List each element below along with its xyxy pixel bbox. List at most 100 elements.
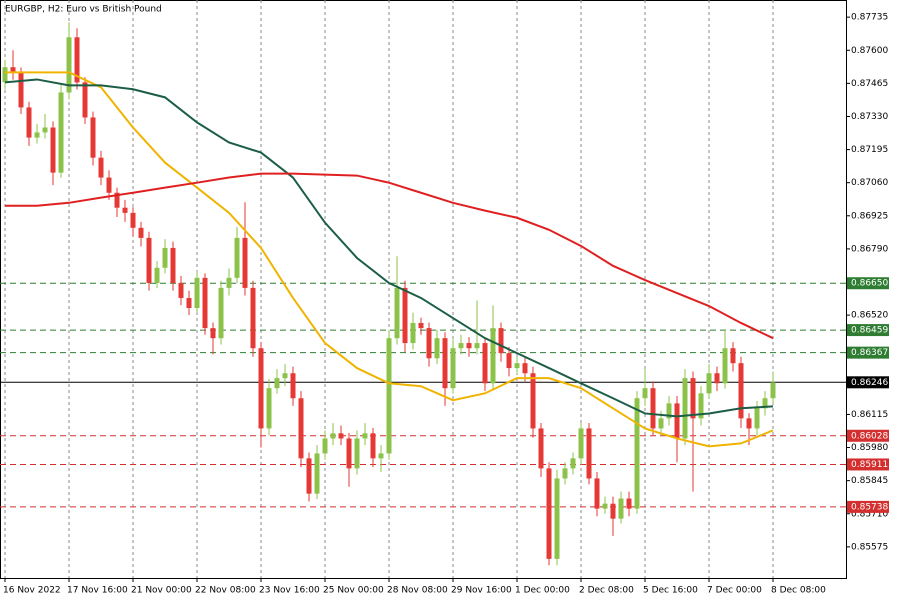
candle-body <box>642 388 648 399</box>
candle-body <box>562 468 568 479</box>
candle-body <box>138 227 144 238</box>
candle-body <box>410 322 416 344</box>
candle-body <box>402 287 408 344</box>
y-tick-label: 0.87060 <box>851 178 888 188</box>
y-tick-label: 0.87195 <box>851 145 888 155</box>
x-tick-label: 28 Nov 08:00 <box>387 586 448 596</box>
x-tick-label: 8 Dec 08:00 <box>771 586 826 596</box>
candle-body <box>314 453 320 494</box>
x-tick-label: 1 Dec 00:00 <box>515 586 570 596</box>
candle-body <box>322 438 328 454</box>
level-label: 0.86028 <box>851 431 888 441</box>
candle-body <box>242 237 248 288</box>
candle-body <box>434 338 440 359</box>
x-tick-label: 21 Nov 00:00 <box>131 586 192 596</box>
candle-body <box>370 433 376 459</box>
candle-body <box>178 282 184 298</box>
candle-body <box>706 373 712 394</box>
level-label: 0.86650 <box>851 279 888 289</box>
candle-body <box>682 378 688 439</box>
candle-body <box>258 348 264 429</box>
y-tick-label: 0.86790 <box>851 244 888 254</box>
candle-body <box>506 353 512 369</box>
candle-body <box>458 343 464 349</box>
candle-body <box>442 338 448 389</box>
candle-body <box>650 388 656 429</box>
x-tick-label: 2 Dec 08:00 <box>579 586 634 596</box>
x-tick-label: 29 Nov 16:00 <box>451 586 512 596</box>
candle-body <box>554 478 560 559</box>
level-label: 0.85911 <box>851 460 888 470</box>
x-tick-label: 7 Dec 00:00 <box>707 586 762 596</box>
candle-body <box>26 107 32 138</box>
candle-body <box>66 37 72 93</box>
moving-average <box>5 71 774 448</box>
candle-body <box>450 348 456 389</box>
candle-body <box>98 157 104 178</box>
candle-body <box>42 127 48 133</box>
candle-body <box>194 277 200 309</box>
chart-title: EURGBP, H2: Euro vs British Pound <box>5 5 162 15</box>
candle-body <box>122 207 128 213</box>
candle-body <box>234 237 240 278</box>
candle-body <box>274 378 280 389</box>
candle-body <box>386 338 392 454</box>
candle-body <box>634 398 640 509</box>
candle-body <box>618 498 624 519</box>
candle-body <box>578 428 584 459</box>
level-label: 0.85738 <box>851 502 888 512</box>
candle-body <box>546 468 552 559</box>
candle-body <box>466 343 472 349</box>
candle-body <box>426 328 432 359</box>
candle-body <box>338 433 344 439</box>
candle-body <box>162 247 168 268</box>
candle-body <box>594 478 600 509</box>
candle-body <box>538 428 544 469</box>
candle-body <box>746 418 752 429</box>
candle-body <box>474 343 480 349</box>
x-tick-label: 22 Nov 08:00 <box>195 586 256 596</box>
candle-body <box>770 382 776 399</box>
candle-body <box>690 378 696 419</box>
candle-body <box>378 453 384 459</box>
x-tick-label: 5 Dec 16:00 <box>643 586 698 596</box>
candle-body <box>530 373 536 429</box>
candle-body <box>714 373 720 384</box>
candle-body <box>250 287 256 349</box>
y-tick-label: 0.85710 <box>851 509 888 519</box>
candle-body <box>18 72 24 108</box>
y-tick-label: 0.87465 <box>851 79 888 89</box>
candle-body <box>10 67 16 73</box>
candle-body <box>626 498 632 509</box>
y-tick-label: 0.85980 <box>851 443 888 453</box>
candle-body <box>290 373 296 399</box>
candle-body <box>602 503 608 509</box>
x-tick-label: 17 Nov 16:00 <box>67 586 128 596</box>
level-label-bg <box>847 458 889 471</box>
y-tick-label: 0.87600 <box>851 46 888 56</box>
candle-body <box>346 438 352 469</box>
moving-average <box>4 78 774 418</box>
candle-body <box>50 127 56 173</box>
candle-body <box>658 418 664 429</box>
moving-average <box>5 172 774 340</box>
candle-body <box>130 212 136 228</box>
candle-body <box>570 458 576 469</box>
x-tick-label: 25 Nov 00:00 <box>323 586 384 596</box>
candle-body <box>730 348 736 364</box>
level-label-bg <box>847 500 889 513</box>
y-tick-label: 0.85845 <box>851 476 888 486</box>
candle-body <box>738 363 744 419</box>
candle-body <box>394 287 400 339</box>
candle-body <box>74 37 80 83</box>
candle-body <box>210 328 216 339</box>
candle-body <box>306 458 312 494</box>
candle-body <box>186 297 192 309</box>
y-tick-label: 0.87330 <box>851 112 888 122</box>
level-label-bg <box>847 277 889 290</box>
candle-body <box>490 328 496 384</box>
level-label-bg <box>847 324 889 337</box>
level-label-bg <box>847 376 889 389</box>
candle-body <box>586 428 592 479</box>
